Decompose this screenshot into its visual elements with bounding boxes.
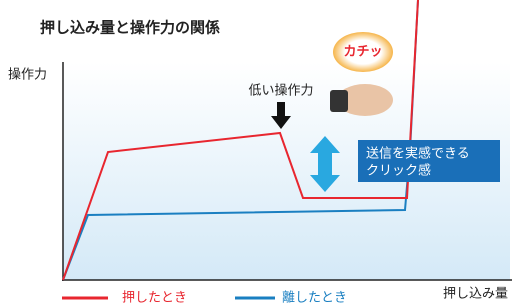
x-axis-label: 押し込み量 bbox=[443, 287, 508, 302]
sound-text: カチッ bbox=[343, 45, 382, 60]
legend-label: 押したとき bbox=[122, 291, 187, 306]
callout-text: 送信を実感できる bbox=[366, 146, 470, 162]
diagram: 押し込み量と操作力の関係 操作力 押し込み量 低い操作力 送信を実感できる クリ… bbox=[0, 0, 515, 306]
title: 押し込み量と操作力の関係 bbox=[40, 19, 220, 37]
callout-text: クリック感 bbox=[366, 163, 431, 179]
keycap bbox=[330, 90, 348, 112]
y-axis-label: 操作力 bbox=[8, 67, 47, 83]
annotation: 低い操作力 bbox=[248, 83, 313, 99]
legend-label: 離したとき bbox=[282, 291, 347, 306]
